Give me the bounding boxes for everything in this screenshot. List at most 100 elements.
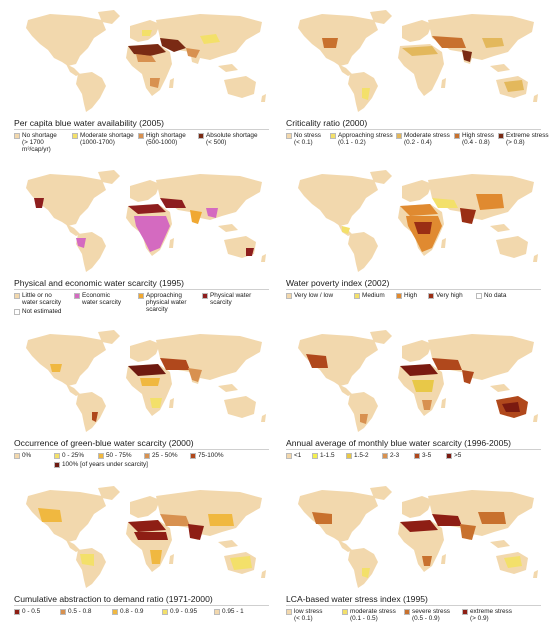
legend-label: Not estimated: [22, 308, 62, 315]
world-map: [298, 10, 538, 112]
legend-sublabel: water scarcity: [22, 299, 62, 306]
legend-swatch: [286, 293, 292, 299]
legend-swatch: [286, 453, 292, 459]
legend-swatch: [462, 609, 468, 615]
legend-label: High stress: [462, 132, 494, 139]
legend-swatch: [286, 609, 292, 615]
legend-sublabel: physical water: [146, 299, 187, 306]
legend-label: 50 - 75%: [106, 452, 132, 459]
world-map: [26, 486, 266, 588]
legend-sublabel: scarcity: [210, 299, 232, 306]
legend-swatch: [14, 133, 20, 139]
legend-swatch: [454, 133, 460, 139]
panel-title: LCA-based water stress index (1995): [286, 594, 541, 606]
legend-sublabel: (500-1000): [146, 139, 178, 146]
world-map: [298, 486, 538, 588]
world-map: [26, 10, 266, 112]
legend-label: 1.5-2: [354, 452, 369, 459]
legend-label: 0 - 0.5: [22, 608, 41, 615]
legend-sublabel: water scarcity: [82, 299, 122, 306]
legend-sublabel: (0.1 - 0.2): [338, 139, 366, 146]
legend-label: Approaching: [146, 292, 182, 299]
legend-swatch: [382, 453, 388, 459]
legend-swatch: [74, 293, 80, 299]
legend-label: 25 - 50%: [152, 452, 178, 459]
legend-swatch: [14, 609, 20, 615]
legend-label: severe stress: [412, 608, 451, 615]
legend-label: No shortage: [22, 132, 57, 139]
legend-swatch: [198, 133, 204, 139]
legend-label: Absolute shortage: [206, 132, 258, 139]
legend-swatch: [60, 609, 66, 615]
panel-title: Physical and economic water scarcity (19…: [14, 278, 269, 290]
legend-swatch: [14, 309, 20, 315]
legend-label: <1: [294, 452, 302, 459]
map-panel-lca-water-stress: LCA-based water stress index (1995) low …: [282, 484, 545, 644]
legend-label: 100% [of years under scarcity]: [62, 461, 148, 468]
legend-label: Moderate stress: [404, 132, 450, 139]
legend-swatch: [138, 293, 144, 299]
legend-swatch: [54, 453, 60, 459]
legend-label: >5: [454, 452, 462, 459]
legend-sublabel: (0.1 - 0.5): [350, 615, 378, 622]
legend-swatch: [346, 453, 352, 459]
legend-swatch: [14, 293, 20, 299]
legend-label: Moderate shortage: [80, 132, 134, 139]
legend-label: Medium: [362, 292, 385, 299]
legend-swatch: [138, 133, 144, 139]
legend-swatch: [404, 609, 410, 615]
legend-swatch: [144, 453, 150, 459]
legend-swatch: [414, 453, 420, 459]
legend-label: 0.95 - 1: [222, 608, 244, 615]
legend-swatch: [446, 453, 452, 459]
map-panel-monthly-blue-scarcity: Annual average of monthly blue water sca…: [282, 328, 545, 488]
legend-label: 1-1.5: [320, 452, 335, 459]
legend-label: Little or no: [22, 292, 52, 299]
legend-label: Very low / low: [294, 292, 334, 299]
legend-swatch: [190, 453, 196, 459]
legend-sublabel: (0.5 - 0.9): [412, 615, 440, 622]
legend-sublabel: (0.2 - 0.4): [404, 139, 432, 146]
legend-swatch: [112, 609, 118, 615]
legend-label: 3-5: [422, 452, 432, 459]
legend-swatch: [312, 453, 318, 459]
map-panel-criticality-ratio: Criticality ratio (2000) No stress (< 0.…: [282, 8, 549, 168]
legend-label: 0.8 - 0.9: [120, 608, 144, 615]
panel-title: Annual average of monthly blue water sca…: [286, 438, 541, 450]
legend-label: 75-100%: [198, 452, 224, 459]
legend-swatch: [202, 293, 208, 299]
legend-label: extreme stress: [470, 608, 512, 615]
map-panel-water-poverty-index: Water poverty index (2002) Very low / lo…: [282, 168, 545, 328]
panel-title: Occurrence of green-blue water scarcity …: [14, 438, 269, 450]
legend-swatch: [162, 609, 168, 615]
legend-label: No stress: [294, 132, 321, 139]
legend-label: 0 - 25%: [62, 452, 85, 459]
map-panel-abstraction-demand-ratio: Cumulative abstraction to demand ratio (…: [10, 484, 273, 644]
legend-swatch: [342, 609, 348, 615]
legend-swatch: [72, 133, 78, 139]
legend-label: Economic: [82, 292, 111, 299]
legend-sublabel: (< 0.1): [294, 615, 313, 622]
legend-sublabel: m³/cap/yr): [22, 146, 51, 153]
legend-swatch: [54, 462, 60, 468]
legend-sublabel: (1000-1700): [80, 139, 115, 146]
world-map: [298, 330, 538, 432]
legend-label: low stress: [294, 608, 323, 615]
legend-sublabel: scarcity: [146, 306, 168, 313]
map-panel-per-capita-availability: Per capita blue water availability (2005…: [10, 8, 273, 168]
panel-title: Cumulative abstraction to demand ratio (…: [14, 594, 269, 606]
legend-sublabel: (< 500): [206, 139, 227, 146]
legend-swatch: [14, 453, 20, 459]
legend-label: moderate stress: [350, 608, 396, 615]
legend-label: 0.5 - 0.8: [68, 608, 92, 615]
legend-swatch: [98, 453, 104, 459]
legend-sublabel: (< 0.1): [294, 139, 313, 146]
world-map: [298, 170, 538, 272]
map-panel-green-blue-scarcity: Occurrence of green-blue water scarcity …: [10, 328, 273, 488]
world-map: [26, 330, 266, 432]
legend-swatch: [286, 133, 292, 139]
legend-label: 0%: [22, 452, 32, 459]
legend-label: High: [404, 292, 418, 299]
legend-label: Extreme stress: [506, 132, 549, 139]
legend-sublabel: (> 0.8): [506, 139, 525, 146]
